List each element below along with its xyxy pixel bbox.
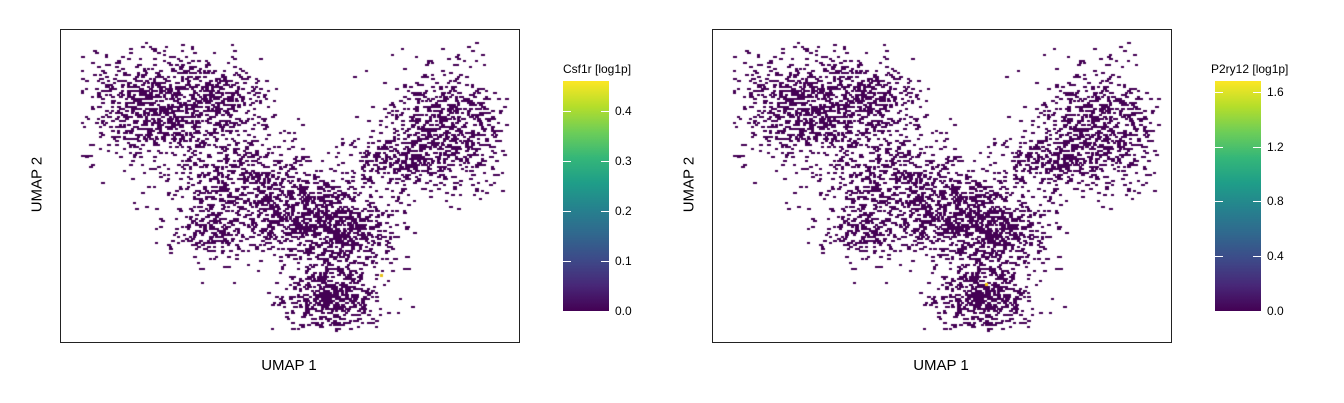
colorbar-tick-mark (1253, 146, 1261, 148)
colorbar-tick-label: 1.6 (1267, 84, 1284, 99)
colorbar-tick-mark (601, 261, 609, 262)
colorbar-tick-mark (563, 161, 571, 162)
legend-title: P2ry12 [log1p] (1211, 62, 1289, 76)
colorbar-tick-label: 0.4 (615, 104, 632, 118)
colorbar-tick-mark (1215, 91, 1223, 93)
colorbar-legend: Csf1r [log1p] 0.0 0.1 0.2 0.3 0.4 (563, 60, 672, 320)
colorbar-tick-mark (1253, 91, 1261, 93)
colorbar-tick-label: 0.8 (1267, 194, 1284, 209)
colorbar-tick-mark (563, 311, 571, 312)
colorbar-gradient (563, 81, 609, 311)
colorbar-tick-mark (601, 111, 609, 112)
x-axis-label: UMAP 1 (913, 357, 969, 374)
colorbar-tick-mark (563, 261, 571, 262)
colorbar-tick-label: 0.0 (1267, 304, 1284, 318)
umap-panel-csf1r: UMAP 1 UMAP 2 Csf1r [log1p] 0.0 0.1 0.2 0.3… (28, 29, 672, 374)
umap-points-canvas (713, 30, 1171, 342)
colorbar-tick-label: 1.2 (1267, 139, 1284, 154)
y-axis-label: UMAP 2 (28, 156, 46, 213)
colorbar-gradient (1215, 81, 1261, 311)
colorbar-tick-mark (563, 111, 571, 112)
colorbar-tick-mark (601, 211, 609, 212)
colorbar-tick-mark (601, 311, 609, 312)
umap-plot-area (60, 29, 520, 343)
umap-panel-p2ry12: UMAP 1 UMAP 2 P2ry12 [log1p] 0.0 0.4 0.8 1.… (652, 0, 1324, 403)
colorbar-tick-mark (1215, 311, 1223, 312)
colorbar-tick-mark (1253, 256, 1261, 258)
umap-plot-area (712, 29, 1172, 343)
colorbar-tick-label: 0.1 (615, 254, 632, 268)
colorbar-tick-mark (563, 211, 571, 212)
x-axis-label: UMAP 1 (261, 357, 317, 374)
colorbar-tick-mark (1215, 201, 1223, 203)
colorbar-tick-mark (601, 161, 609, 162)
umap-points-canvas (61, 30, 519, 342)
colorbar-tick-mark (1253, 311, 1261, 312)
colorbar-tick-mark (1253, 201, 1261, 203)
colorbar-tick-label: 0.4 (1267, 249, 1284, 264)
colorbar-legend: P2ry12 [log1p] 0.0 0.4 0.8 1.2 1.6 (1211, 60, 1324, 320)
colorbar-tick-label: 0.0 (615, 304, 632, 318)
legend-title: Csf1r [log1p] (563, 62, 632, 76)
colorbar-tick-label: 0.2 (615, 204, 632, 218)
colorbar-tick-label: 0.3 (615, 154, 632, 168)
colorbar-tick-mark (1215, 256, 1223, 258)
y-axis-label: UMAP 2 (680, 156, 698, 213)
colorbar-tick-mark (1215, 146, 1223, 148)
